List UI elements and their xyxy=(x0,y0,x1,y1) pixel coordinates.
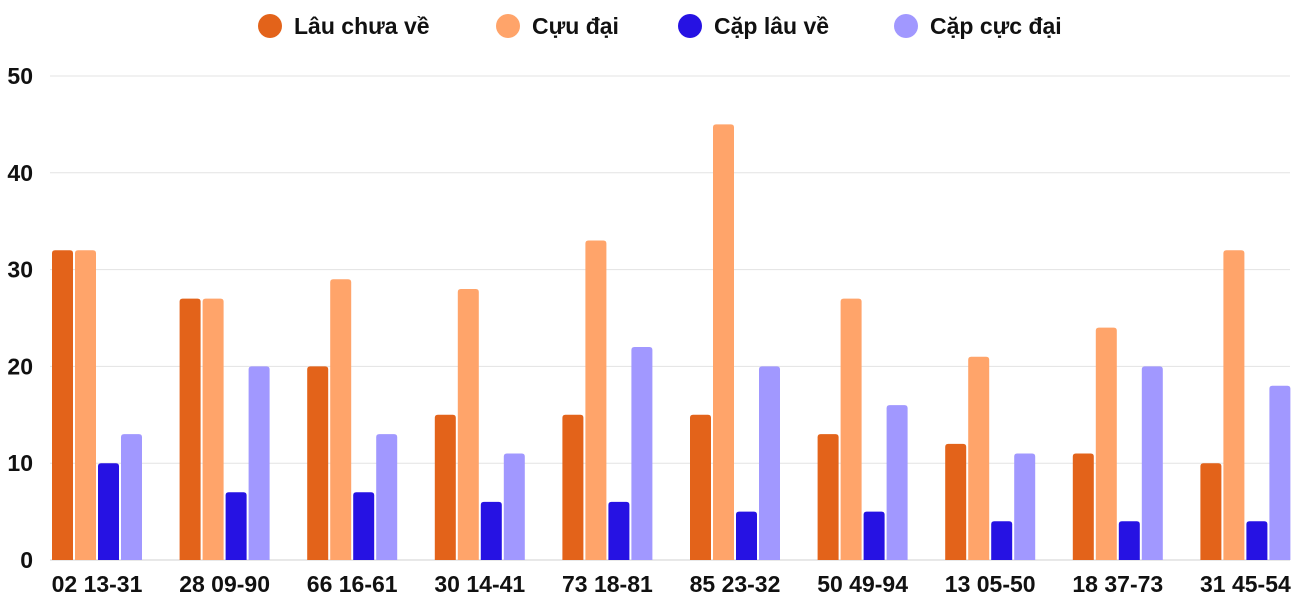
bar xyxy=(585,240,607,560)
bar xyxy=(736,511,757,560)
x-tick-label: 85 23-32 xyxy=(690,571,781,597)
x-tick-label: 31 45-54 xyxy=(1200,571,1291,597)
legend-label: Cặp lâu về xyxy=(714,13,829,39)
bar xyxy=(1095,327,1117,560)
bar xyxy=(1072,453,1094,560)
bar xyxy=(1223,250,1245,561)
bar xyxy=(690,414,711,560)
bar xyxy=(945,443,967,560)
bar xyxy=(1200,463,1222,560)
legend-label: Cựu đại xyxy=(532,13,619,39)
bar xyxy=(480,501,502,560)
bar xyxy=(840,298,862,560)
y-axis: 0 10 20 30 40 50 xyxy=(7,63,33,573)
bar xyxy=(1014,453,1036,560)
bar xyxy=(968,356,990,560)
bar xyxy=(376,434,398,560)
x-axis: 02 13-31 28 09-90 66 16-61 30 14-41 73 18-81… xyxy=(52,571,1291,597)
bar xyxy=(562,414,584,560)
bar xyxy=(179,298,201,560)
bar xyxy=(608,501,630,560)
bar xyxy=(434,414,456,560)
legend-swatch xyxy=(678,14,702,38)
y-tick-label: 20 xyxy=(7,353,33,379)
bar xyxy=(713,124,734,561)
y-tick-label: 50 xyxy=(7,63,33,89)
bar xyxy=(1246,521,1268,560)
bar xyxy=(817,434,839,560)
bar xyxy=(202,298,224,560)
bar xyxy=(1118,521,1140,560)
x-tick-label: 30 14-41 xyxy=(434,571,525,597)
bar xyxy=(1141,366,1163,560)
legend-swatch xyxy=(496,14,520,38)
bar xyxy=(98,463,119,560)
bar xyxy=(225,492,247,560)
bar xyxy=(631,347,653,560)
y-tick-label: 10 xyxy=(7,450,33,476)
x-tick-label: 02 13-31 xyxy=(52,571,143,597)
bar xyxy=(863,511,885,560)
bar xyxy=(503,453,525,560)
legend-label: Lâu chưa về xyxy=(294,13,430,39)
x-tick-label: 50 49-94 xyxy=(817,571,908,597)
bar xyxy=(52,250,73,561)
bar xyxy=(457,288,479,560)
bar xyxy=(886,405,908,560)
bars xyxy=(52,124,1291,561)
x-tick-label: 28 09-90 xyxy=(179,571,270,597)
legend-item: Cặp lâu về xyxy=(678,13,829,39)
y-tick-label: 30 xyxy=(7,257,33,283)
bar xyxy=(759,366,780,560)
x-tick-label: 13 05-50 xyxy=(945,571,1036,597)
bar xyxy=(353,492,375,560)
legend-swatch xyxy=(894,14,918,38)
legend-label: Cặp cực đại xyxy=(930,13,1062,39)
bar xyxy=(75,250,96,561)
bar xyxy=(991,521,1013,560)
x-tick-label: 73 18-81 xyxy=(562,571,653,597)
bar xyxy=(121,434,142,560)
legend-item: Cựu đại xyxy=(496,13,619,39)
bar xyxy=(330,279,352,560)
bar xyxy=(307,366,329,560)
x-tick-label: 66 16-61 xyxy=(307,571,398,597)
legend-item: Lâu chưa về xyxy=(258,13,430,39)
bar xyxy=(248,366,270,560)
y-tick-label: 0 xyxy=(20,547,33,573)
bar xyxy=(1269,385,1291,560)
legend-item: Cặp cực đại xyxy=(894,13,1062,39)
x-tick-label: 18 37-73 xyxy=(1072,571,1163,597)
legend-swatch xyxy=(258,14,282,38)
legend: Lâu chưa về Cựu đại Cặp lâu về Cặp cực đại xyxy=(258,13,1062,39)
y-tick-label: 40 xyxy=(7,160,33,186)
